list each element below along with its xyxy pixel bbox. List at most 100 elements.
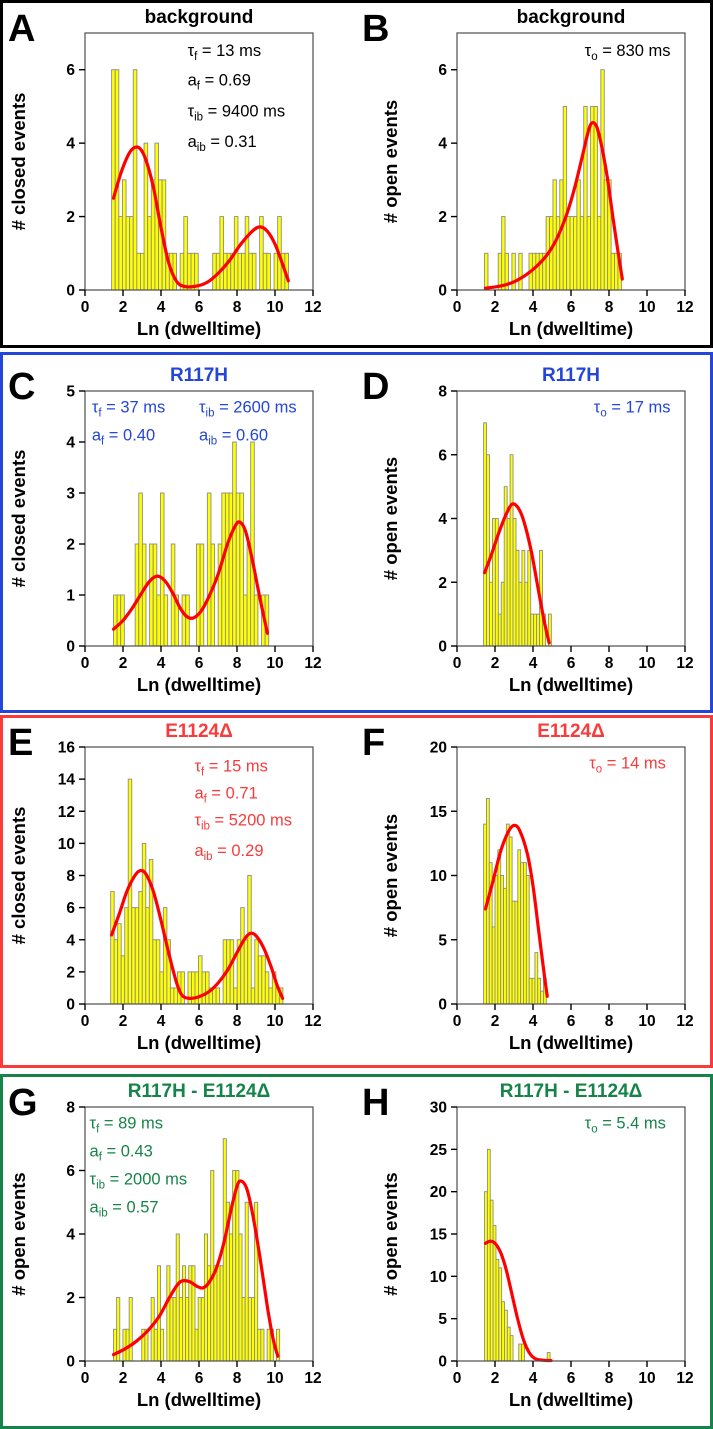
y-tick-label: 0 — [438, 1354, 447, 1371]
fit-curve — [482, 502, 551, 645]
histogram-bar — [219, 1265, 224, 1362]
histogram-bar — [122, 1328, 127, 1362]
histogram-bar — [117, 923, 122, 1005]
histogram-bar — [238, 1233, 243, 1362]
x-axis-label: Ln (dwelltime) — [508, 1032, 632, 1053]
panel-title: R117H — [170, 365, 228, 386]
histogram-bar — [150, 1297, 155, 1362]
x-tick-label: 4 — [157, 655, 166, 672]
y-tick-label: 3 — [66, 486, 75, 503]
histogram-bar — [250, 987, 256, 1005]
histogram-bar — [169, 1297, 174, 1362]
x-axis: 0 2 4 6 8 10 12 — [452, 1361, 693, 1387]
histogram-bar — [205, 971, 210, 1005]
x-axis-label: Ln (dwelltime) — [508, 674, 632, 695]
x-axis: 0 2 4 6 8 10 12 — [452, 646, 693, 672]
histogram-bar — [483, 252, 488, 291]
histogram-bar — [128, 1297, 133, 1362]
x-tick-label: 8 — [604, 1370, 613, 1387]
histogram-bar — [113, 594, 118, 647]
y-axis-label: # closed events — [8, 807, 29, 945]
panel-row-background: 0 2 4 6 0 2 4 6 8 10 12 Ln (dwelltime) # closed even… — [0, 0, 713, 348]
histogram-bar — [244, 216, 250, 291]
y-axis: 0 1 2 3 4 5 — [66, 384, 85, 656]
panel-F-chart: 0 5 10 15 20 0 2 4 6 8 10 12 Ln (dwelltime) # open ev… — [362, 721, 694, 1053]
y-tick-label: 0 — [66, 639, 75, 656]
y-tick-label: 2 — [66, 964, 75, 981]
histogram-bar — [229, 939, 235, 1005]
histogram-bar — [132, 69, 138, 291]
panel-G-chart: 0 2 4 6 8 0 2 4 6 8 10 12 Ln (dwelltime) # open event… — [8, 1081, 322, 1410]
x-tick-label: 4 — [528, 299, 537, 316]
x-tick-label: 4 — [157, 299, 166, 316]
fit-parameter: τf = 15 ms — [194, 757, 267, 778]
histogram-bar — [509, 1335, 513, 1362]
histogram-bar — [159, 971, 164, 1005]
x-tick-label: 12 — [676, 1370, 693, 1387]
histogram-bar — [172, 1297, 177, 1362]
histogram-bar — [572, 216, 577, 291]
panel-A-chart: 0 2 4 6 0 2 4 6 8 10 12 Ln (dwelltime) # closed even… — [8, 7, 322, 339]
panel-row-e1124: 0 2 4 6 8 10 12 14 16 0 2 4 6 8 10 12 Ln (dwelltime) # cl… — [0, 715, 713, 1068]
panel-row-r117h-e1124: 0 2 4 6 8 0 2 4 6 8 10 12 Ln (dwelltime) # open event… — [0, 1074, 713, 1429]
panel-H: 0 5 10 15 20 25 30 0 2 4 6 8 10 12 Ln (dwelltime) # ope… — [357, 1077, 711, 1426]
x-tick-label: 12 — [304, 655, 321, 672]
histogram-bar — [229, 1233, 234, 1362]
histogram-bar — [243, 594, 248, 647]
x-tick-label: 2 — [490, 299, 499, 316]
y-tick-label: 10 — [429, 868, 446, 885]
fit-parameter: τo = 830 ms — [584, 42, 670, 63]
panel-letter: G — [8, 1082, 38, 1124]
x-tick-label: 10 — [638, 655, 655, 672]
histogram-bar — [551, 179, 557, 291]
histogram-bars — [111, 69, 289, 291]
y-axis: 0 2 4 6 8 — [438, 384, 457, 656]
histogram-bar — [562, 105, 567, 291]
histogram-bar — [163, 594, 169, 647]
x-tick-label: 6 — [566, 299, 575, 316]
x-axis: 0 2 4 6 8 10 12 — [452, 290, 693, 316]
x-tick-label: 8 — [233, 299, 242, 316]
x-tick-label: 2 — [119, 1013, 128, 1030]
y-tick-label: 5 — [438, 932, 447, 949]
histogram-bar — [110, 891, 115, 1005]
histogram-bar — [266, 1328, 271, 1362]
histogram-bar — [213, 1265, 218, 1362]
y-tick-label: 15 — [429, 1227, 447, 1244]
y-tick-label: 2 — [66, 537, 75, 554]
panel-E-chart: 0 2 4 6 8 10 12 14 16 0 2 4 6 8 10 12 Ln (dwelltime) # cl… — [8, 721, 322, 1053]
histogram-bar — [203, 1233, 208, 1362]
y-tick-label: 4 — [66, 136, 75, 153]
x-tick-label: 0 — [81, 299, 90, 316]
y-tick-label: 6 — [438, 447, 447, 464]
histogram-bar — [250, 441, 255, 647]
x-tick-label: 12 — [304, 299, 321, 316]
histogram-bar — [124, 907, 129, 1005]
histogram-bar — [603, 179, 608, 291]
x-tick-label: 0 — [452, 655, 461, 672]
histogram-bar — [197, 1297, 202, 1362]
histogram-bar — [216, 1265, 221, 1362]
histogram-bar — [219, 216, 224, 291]
panel-C: 0 1 2 3 4 5 0 2 4 6 8 10 12 Ln (dwelltime) # closed ev… — [3, 355, 357, 710]
fit-curve — [111, 520, 269, 635]
x-tick-label: 2 — [119, 655, 128, 672]
histogram-bar — [247, 1297, 252, 1362]
fit-curve — [110, 868, 285, 1001]
y-tick-label: 2 — [438, 575, 447, 592]
histogram-bar — [125, 216, 131, 291]
histogram-bar — [113, 939, 119, 1005]
histogram-bar — [152, 939, 157, 1005]
x-tick-label: 6 — [566, 1013, 575, 1030]
histogram-bar — [228, 492, 234, 647]
panel-D-chart: 0 2 4 6 8 0 2 4 6 8 10 12 Ln (dwelltime) # open event… — [362, 365, 694, 695]
histogram-bars — [483, 69, 622, 291]
histogram-bar — [199, 543, 205, 647]
panel-letter: F — [362, 722, 385, 764]
histogram-bar — [241, 1297, 246, 1362]
panel-title: E1124Δ — [537, 721, 605, 742]
histogram-bar — [239, 492, 244, 647]
histogram-bar — [138, 891, 143, 1005]
x-tick-label: 8 — [233, 1370, 242, 1387]
x-tick-label: 12 — [676, 299, 693, 316]
